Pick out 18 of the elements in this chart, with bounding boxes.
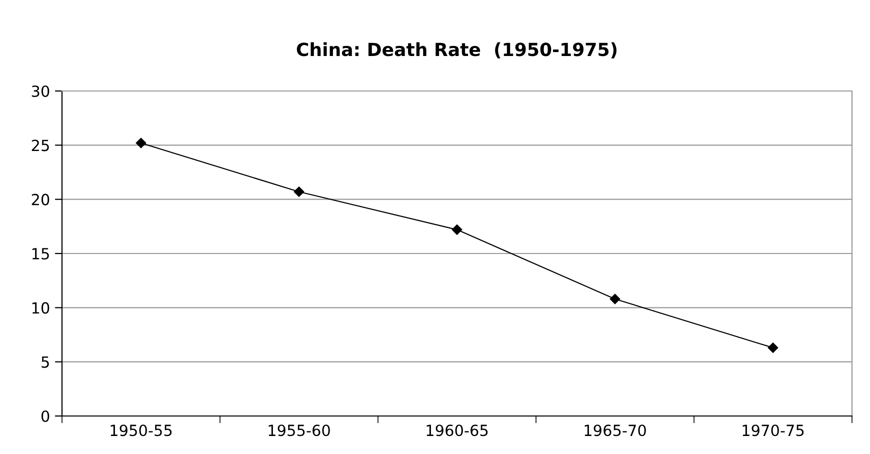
point <box>136 138 146 148</box>
y-tick-label: 25 <box>32 140 49 152</box>
x-tick-label: 1950-55 <box>110 424 172 436</box>
y-tick-label: 0 <box>41 410 50 422</box>
point <box>452 224 462 235</box>
point <box>294 186 304 197</box>
y-tick-label: 15 <box>32 248 49 260</box>
y-tick-label: 5 <box>42 356 49 368</box>
point <box>610 294 620 304</box>
chart-title: China: Death Rate (1950-1975) <box>296 42 616 58</box>
x-tick-label: 1970-75 <box>742 424 804 436</box>
point <box>768 342 778 353</box>
x-tick-label: 1965-70 <box>584 424 646 436</box>
x-tick-label: 1955-60 <box>268 424 330 436</box>
x-tick-label: 1960-65 <box>426 424 488 436</box>
y-tick-label: 10 <box>32 302 50 314</box>
y-tick-label: 20 <box>32 194 50 206</box>
y-tick-label: 30 <box>32 85 50 98</box>
